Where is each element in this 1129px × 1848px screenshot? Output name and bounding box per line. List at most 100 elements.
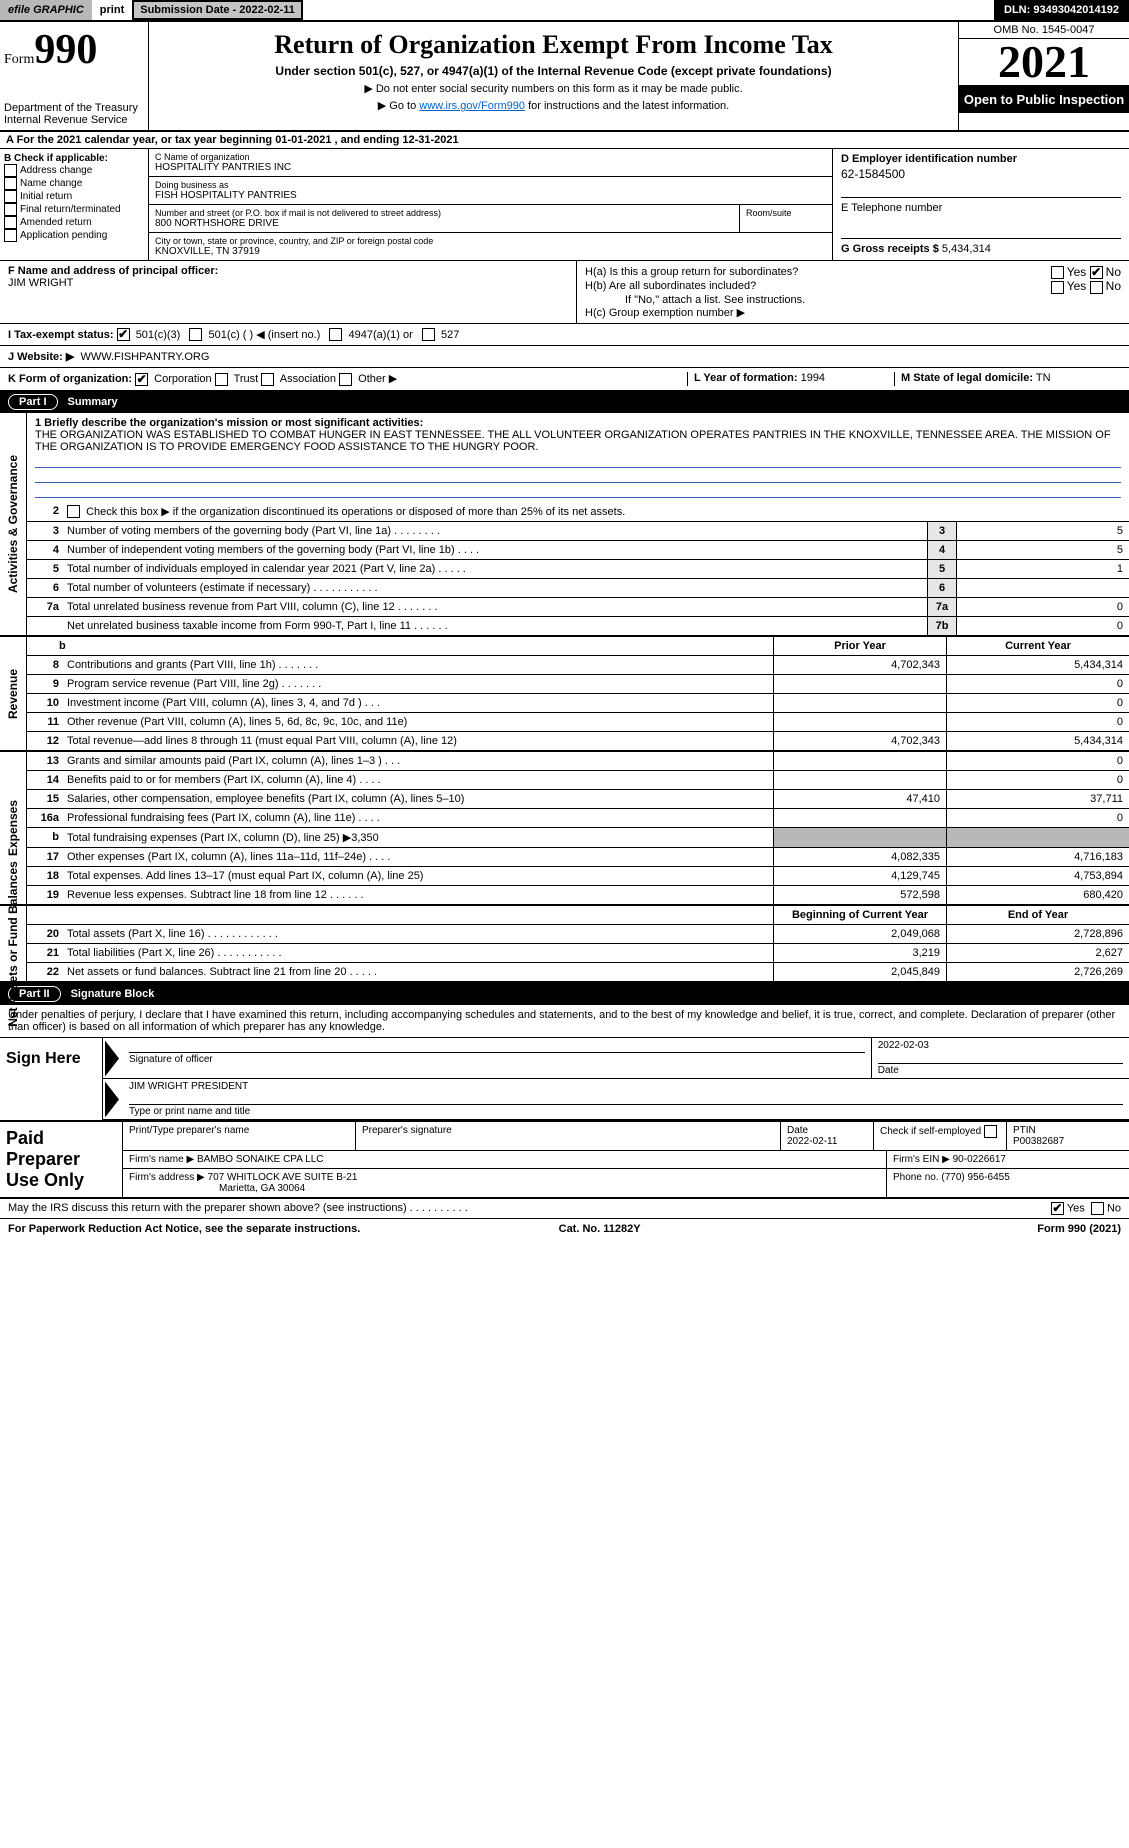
chk-association[interactable]: [261, 373, 274, 386]
chk-application-pending[interactable]: Application pending: [4, 229, 144, 242]
chk-501c3[interactable]: [117, 328, 130, 341]
form-footer-label: Form 990 (2021): [1037, 1223, 1121, 1235]
vtab-expenses: Expenses: [6, 800, 20, 856]
chk-amended-return[interactable]: Amended return: [4, 216, 144, 229]
org-name-label: C Name of organization: [155, 152, 826, 162]
table-row: 22Net assets or fund balances. Subtract …: [27, 963, 1129, 981]
dept-treasury: Department of the Treasury: [4, 102, 144, 114]
chk-initial-return[interactable]: Initial return: [4, 190, 144, 203]
header-left: Form990 Department of the Treasury Inter…: [0, 22, 149, 130]
chk-address-change[interactable]: Address change: [4, 164, 144, 177]
net-assets-section: Net Assets or Fund Balances Beginning of…: [0, 906, 1129, 983]
sign-here-block: Sign Here Signature of officer 2022-02-0…: [0, 1038, 1129, 1122]
period-row: A For the 2021 calendar year, or tax yea…: [0, 132, 1129, 149]
block-b-header: B Check if applicable:: [4, 153, 144, 164]
table-row: 15Salaries, other compensation, employee…: [27, 790, 1129, 809]
telephone-label: E Telephone number: [841, 197, 1121, 214]
pra-notice: For Paperwork Reduction Act Notice, see …: [8, 1223, 360, 1235]
website-value: WWW.FISHPANTRY.ORG: [80, 351, 209, 363]
expenses-section: Expenses 13Grants and similar amounts pa…: [0, 752, 1129, 906]
discuss-no[interactable]: [1091, 1202, 1104, 1215]
table-row: bTotal fundraising expenses (Part IX, co…: [27, 828, 1129, 848]
officer-name-title: JIM WRIGHT PRESIDENT: [129, 1081, 1123, 1092]
print-label[interactable]: print: [92, 0, 132, 20]
header-middle: Return of Organization Exempt From Incom…: [149, 22, 958, 130]
form-subtitle: Under section 501(c), 527, or 4947(a)(1)…: [157, 64, 950, 78]
header-right: OMB No. 1545-0047 2021 Open to Public In…: [958, 22, 1129, 130]
dba-label: Doing business as: [155, 180, 826, 190]
open-to-public: Open to Public Inspection: [959, 86, 1129, 113]
principal-officer: F Name and address of principal officer:…: [0, 261, 577, 323]
chk-527[interactable]: [422, 328, 435, 341]
signature-date: 2022-02-03: [878, 1040, 1123, 1051]
dba-name: FISH HOSPITALITY PANTRIES: [155, 190, 826, 201]
table-row: 6Total number of volunteers (estimate if…: [27, 579, 1129, 598]
arrow-icon: [105, 1081, 119, 1117]
ein-value: 62-1584500: [841, 167, 1121, 181]
table-row: 19Revenue less expenses. Subtract line 1…: [27, 886, 1129, 904]
table-row: 18Total expenses. Add lines 13–17 (must …: [27, 867, 1129, 886]
discuss-row: May the IRS discuss this return with the…: [0, 1199, 1129, 1219]
officer-name: JIM WRIGHT: [8, 277, 568, 289]
chk-final-return[interactable]: Final return/terminated: [4, 203, 144, 216]
chk-501c[interactable]: [189, 328, 202, 341]
form-title: Return of Organization Exempt From Incom…: [157, 30, 950, 60]
part1-header: Part I Summary: [0, 391, 1129, 413]
chk-name-change[interactable]: Name change: [4, 177, 144, 190]
discuss-yes[interactable]: [1051, 1202, 1064, 1215]
table-row: 9Program service revenue (Part VIII, lin…: [27, 675, 1129, 694]
submission-date-button[interactable]: Submission Date - 2022-02-11: [132, 0, 303, 20]
city-label: City or town, state or province, country…: [155, 236, 826, 246]
chk-trust[interactable]: [215, 373, 228, 386]
addr-label: Number and street (or P.O. box if mail i…: [155, 208, 733, 218]
top-bar: efile GRAPHIC print Submission Date - 20…: [0, 0, 1129, 22]
street-address: 800 NORTHSHORE DRIVE: [155, 218, 733, 229]
ein-label: D Employer identification number: [841, 153, 1121, 165]
page-footer: For Paperwork Reduction Act Notice, see …: [0, 1219, 1129, 1239]
chk-other[interactable]: [339, 373, 352, 386]
paid-preparer-label: Paid Preparer Use Only: [0, 1122, 123, 1197]
vtab-revenue: Revenue: [6, 669, 20, 719]
arrow-icon: [105, 1040, 119, 1076]
gross-receipts-label: G Gross receipts $: [841, 243, 939, 255]
chk-corporation[interactable]: [135, 373, 148, 386]
website-row: J Website: ▶ WWW.FISHPANTRY.ORG: [0, 346, 1129, 368]
paid-preparer-block: Paid Preparer Use Only Print/Type prepar…: [0, 1122, 1129, 1199]
table-row: 17Other expenses (Part IX, column (A), l…: [27, 848, 1129, 867]
check-applicable-col: B Check if applicable: Address change Na…: [0, 149, 149, 260]
penalty-statement: Under penalties of perjury, I declare th…: [0, 1005, 1129, 1038]
officer-group-row: F Name and address of principal officer:…: [0, 261, 1129, 324]
org-name-col: C Name of organization HOSPITALITY PANTR…: [149, 149, 833, 260]
korg-row: K Form of organization: Corporation Trus…: [0, 368, 1129, 391]
form-number: 990: [34, 27, 97, 73]
group-return-block: H(a) Is this a group return for subordin…: [577, 261, 1129, 323]
room-label: Room/suite: [746, 208, 826, 218]
table-row: 7aTotal unrelated business revenue from …: [27, 598, 1129, 617]
sign-here-label: Sign Here: [0, 1038, 103, 1120]
ein-col: D Employer identification number 62-1584…: [833, 149, 1129, 260]
table-row: Net unrelated business taxable income fr…: [27, 617, 1129, 635]
part2-header: Part II Signature Block: [0, 983, 1129, 1005]
table-row: 3Number of voting members of the governi…: [27, 522, 1129, 541]
gross-receipts-value: 5,434,314: [942, 243, 991, 255]
table-row: 13Grants and similar amounts paid (Part …: [27, 752, 1129, 771]
vtab-net-assets: Net Assets or Fund Balances: [6, 861, 20, 1027]
revenue-section: Revenue b Prior Year Current Year 8Contr…: [0, 637, 1129, 752]
table-row: 14Benefits paid to or for members (Part …: [27, 771, 1129, 790]
chk-4947[interactable]: [329, 328, 342, 341]
table-row: 12Total revenue—add lines 8 through 11 (…: [27, 732, 1129, 750]
form-label: Form: [4, 52, 34, 67]
activities-governance-section: Activities & Governance 1 Briefly descri…: [0, 413, 1129, 638]
city-state-zip: KNOXVILLE, TN 37919: [155, 246, 826, 257]
table-row: 5Total number of individuals employed in…: [27, 560, 1129, 579]
table-row: 10Investment income (Part VIII, column (…: [27, 694, 1129, 713]
table-row: 16aProfessional fundraising fees (Part I…: [27, 809, 1129, 828]
irs-link[interactable]: www.irs.gov/Form990: [419, 100, 525, 112]
vtab-governance: Activities & Governance: [6, 455, 20, 593]
table-row: 11Other revenue (Part VIII, column (A), …: [27, 713, 1129, 732]
org-info-block: B Check if applicable: Address change Na…: [0, 149, 1129, 261]
tax-year: 2021: [959, 39, 1129, 86]
ssn-note: ▶ Do not enter social security numbers o…: [157, 82, 950, 95]
mission-text: THE ORGANIZATION WAS ESTABLISHED TO COMB…: [35, 429, 1111, 453]
form-header: Form990 Department of the Treasury Inter…: [0, 22, 1129, 132]
